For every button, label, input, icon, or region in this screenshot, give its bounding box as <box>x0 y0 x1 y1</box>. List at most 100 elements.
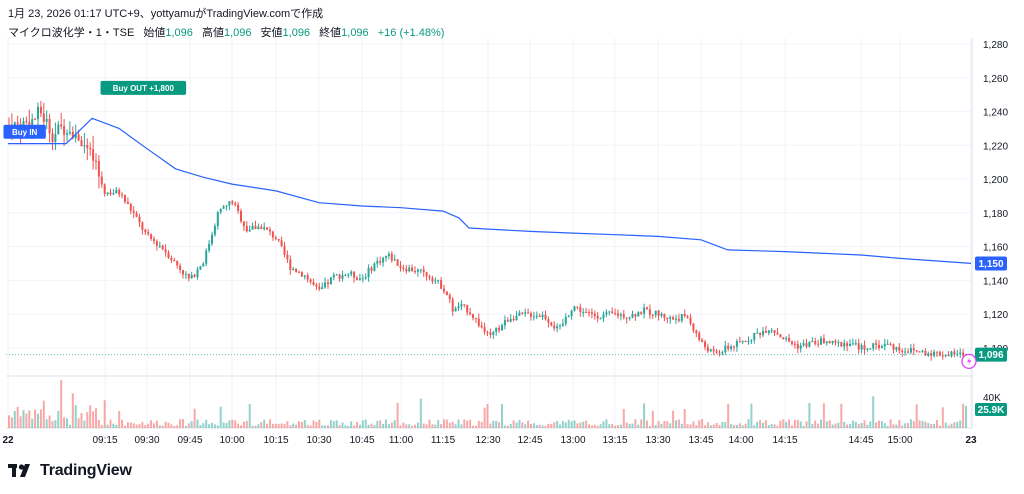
buy-out-label: Buy OUT +1,800 <box>113 84 175 93</box>
candle-body <box>332 274 335 278</box>
candle-body <box>92 149 95 161</box>
volume-bar <box>173 425 176 428</box>
volume-bar <box>63 417 66 428</box>
candle-body <box>938 352 941 356</box>
volume-bar <box>628 423 631 428</box>
candle-body <box>608 311 611 313</box>
candle-body <box>472 314 474 318</box>
volume-bar <box>437 420 440 428</box>
price-tick-label: 1,240 <box>983 108 1008 119</box>
candle-body <box>892 344 895 350</box>
candle-body <box>576 306 579 308</box>
volume-bar <box>788 419 791 428</box>
volume-bar <box>222 422 225 428</box>
volume-bar <box>506 425 509 428</box>
volume-bar <box>158 425 161 428</box>
volume-bar <box>416 422 419 428</box>
volume-bar <box>611 423 614 428</box>
candle-body <box>843 343 846 347</box>
volume-bar <box>544 425 547 428</box>
candle-body <box>298 271 300 273</box>
candle-body <box>907 351 909 353</box>
candle-body <box>216 212 219 226</box>
volume-bar <box>129 422 132 428</box>
volume-bar <box>857 423 860 428</box>
volume-bar <box>825 421 828 428</box>
candle-body <box>854 343 857 345</box>
volume-bar <box>332 421 335 428</box>
candle-body <box>927 353 930 356</box>
candle-body <box>367 267 370 278</box>
candle-body <box>933 351 936 356</box>
volume-bar <box>866 424 869 428</box>
candle-body <box>425 272 428 277</box>
volume-bar <box>231 419 234 428</box>
candle-body <box>173 260 176 262</box>
candle-body <box>266 227 269 230</box>
candle-body <box>428 276 431 278</box>
volume-bar <box>60 380 63 428</box>
volume-bar <box>654 424 657 428</box>
candle-body <box>344 275 347 277</box>
candle-body <box>550 322 553 326</box>
volume-bar <box>170 424 173 428</box>
volume-bar <box>567 419 570 428</box>
candle-body <box>164 249 167 253</box>
volume-bar <box>434 424 437 428</box>
candle-body <box>741 341 744 343</box>
volume-bar <box>141 421 144 428</box>
volume-bar <box>274 423 277 428</box>
candle-body <box>805 343 808 347</box>
volume-bar <box>451 421 454 428</box>
candle-body <box>80 140 83 147</box>
volume-bar <box>318 419 321 428</box>
candle-body <box>225 205 228 207</box>
time-tick-label: 14:15 <box>772 435 797 446</box>
candle-body <box>593 313 596 317</box>
tradingview-logo[interactable]: TradingView <box>8 462 132 480</box>
time-tick-label: 09:15 <box>92 435 117 446</box>
volume-bar <box>675 420 677 428</box>
candle-body <box>886 343 889 345</box>
volume-bar <box>834 423 837 428</box>
volume-bar <box>463 419 466 428</box>
candle-body <box>451 299 454 312</box>
volume-bar <box>213 424 216 428</box>
volume-bar <box>414 424 416 428</box>
candle-body <box>828 341 831 344</box>
buy-out-marker[interactable] <box>100 80 187 95</box>
volume-bar <box>179 419 182 428</box>
volume-bar <box>211 422 213 428</box>
candle-body <box>495 327 498 333</box>
candle-body <box>762 331 764 335</box>
candle-body <box>274 237 277 240</box>
volume-bar <box>344 425 347 428</box>
volume-bar <box>376 420 379 428</box>
candle-body <box>245 226 248 232</box>
price-tick-label: 1,200 <box>983 175 1008 186</box>
volume-bar <box>779 420 782 428</box>
candle-body <box>802 343 805 346</box>
volume-bar <box>686 424 689 428</box>
volume-bar <box>100 424 103 428</box>
candle-body <box>901 350 904 353</box>
volume-bar <box>689 424 692 428</box>
volume-bar <box>895 424 898 428</box>
buy-in-label: Buy IN <box>12 128 38 137</box>
candle-body <box>695 330 698 334</box>
volume-bar <box>773 424 776 428</box>
candle-body <box>605 312 608 315</box>
candle-body <box>501 325 503 331</box>
volume-bar <box>776 425 779 428</box>
volume-bar <box>712 424 715 428</box>
volume-bar <box>89 405 92 428</box>
candle-body <box>889 343 892 345</box>
buy-in-marker[interactable] <box>3 124 46 139</box>
volume-bar <box>228 420 231 428</box>
candle-body <box>97 161 100 177</box>
symbol-name[interactable]: マイクロ波化学・1・TSE <box>8 27 135 39</box>
candle-body <box>393 259 396 261</box>
candle-body <box>240 210 242 222</box>
volume-bar <box>350 421 353 428</box>
